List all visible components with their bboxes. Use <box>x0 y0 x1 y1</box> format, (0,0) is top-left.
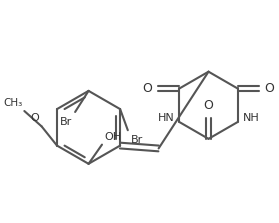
Text: Br: Br <box>131 135 143 145</box>
Text: CH₃: CH₃ <box>3 98 22 108</box>
Text: O: O <box>264 82 274 95</box>
Text: O: O <box>143 82 153 95</box>
Text: NH: NH <box>242 113 259 123</box>
Text: OH: OH <box>105 132 122 142</box>
Text: O: O <box>204 99 213 112</box>
Text: Br: Br <box>60 117 72 127</box>
Text: HN: HN <box>158 113 175 123</box>
Text: O: O <box>30 114 39 124</box>
